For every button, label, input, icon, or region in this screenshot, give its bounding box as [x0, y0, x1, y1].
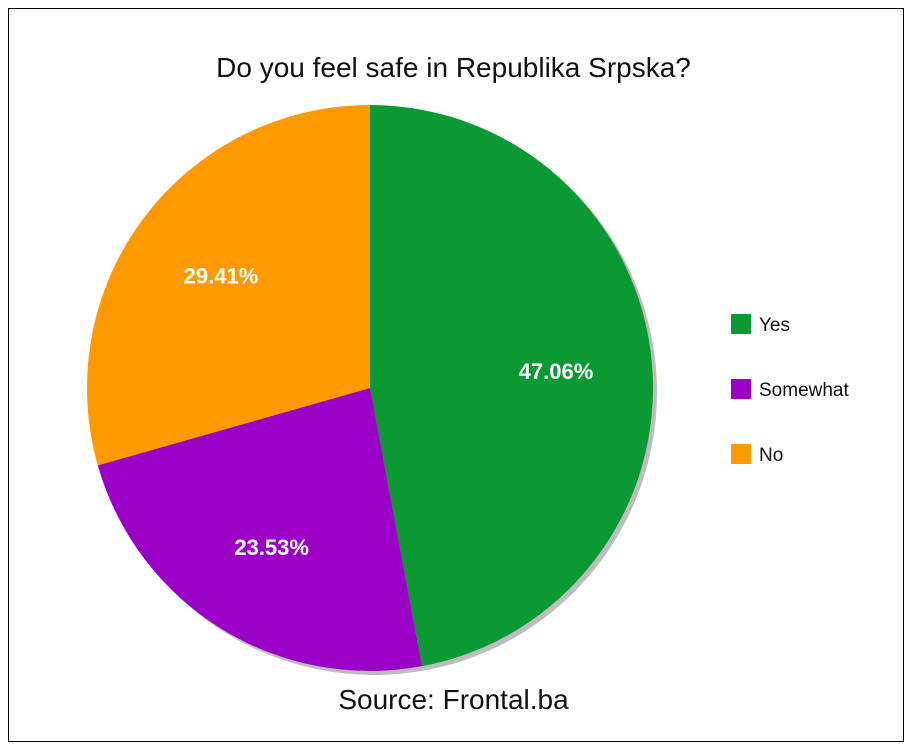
- pie-slice-labels: 47.06% 23.53% 29.41%: [184, 263, 594, 559]
- pie-slices: [87, 105, 657, 675]
- pie-slice-no: [87, 105, 370, 466]
- pie-slice-yes: [370, 105, 654, 667]
- slice-value-label-no: 29.41%: [184, 263, 259, 288]
- legend-label-somewhat: Somewhat: [759, 380, 849, 401]
- chart-source: Source: Frontal.ba: [338, 684, 569, 715]
- pie-slice-somewhat: [97, 388, 422, 671]
- legend-label-yes: Yes: [759, 315, 790, 336]
- chart-title: Do you feel safe in Republika Srpska?: [216, 52, 691, 83]
- slice-value-label-somewhat: 23.53%: [234, 535, 309, 560]
- legend-label-no: No: [759, 445, 783, 466]
- chart-legend: Yes Somewhat No: [731, 314, 849, 466]
- slice-value-label-yes: 47.06%: [519, 359, 594, 384]
- legend-swatch-somewhat: [731, 379, 751, 399]
- legend-swatch-no: [731, 444, 751, 464]
- legend-swatch-yes: [731, 314, 751, 334]
